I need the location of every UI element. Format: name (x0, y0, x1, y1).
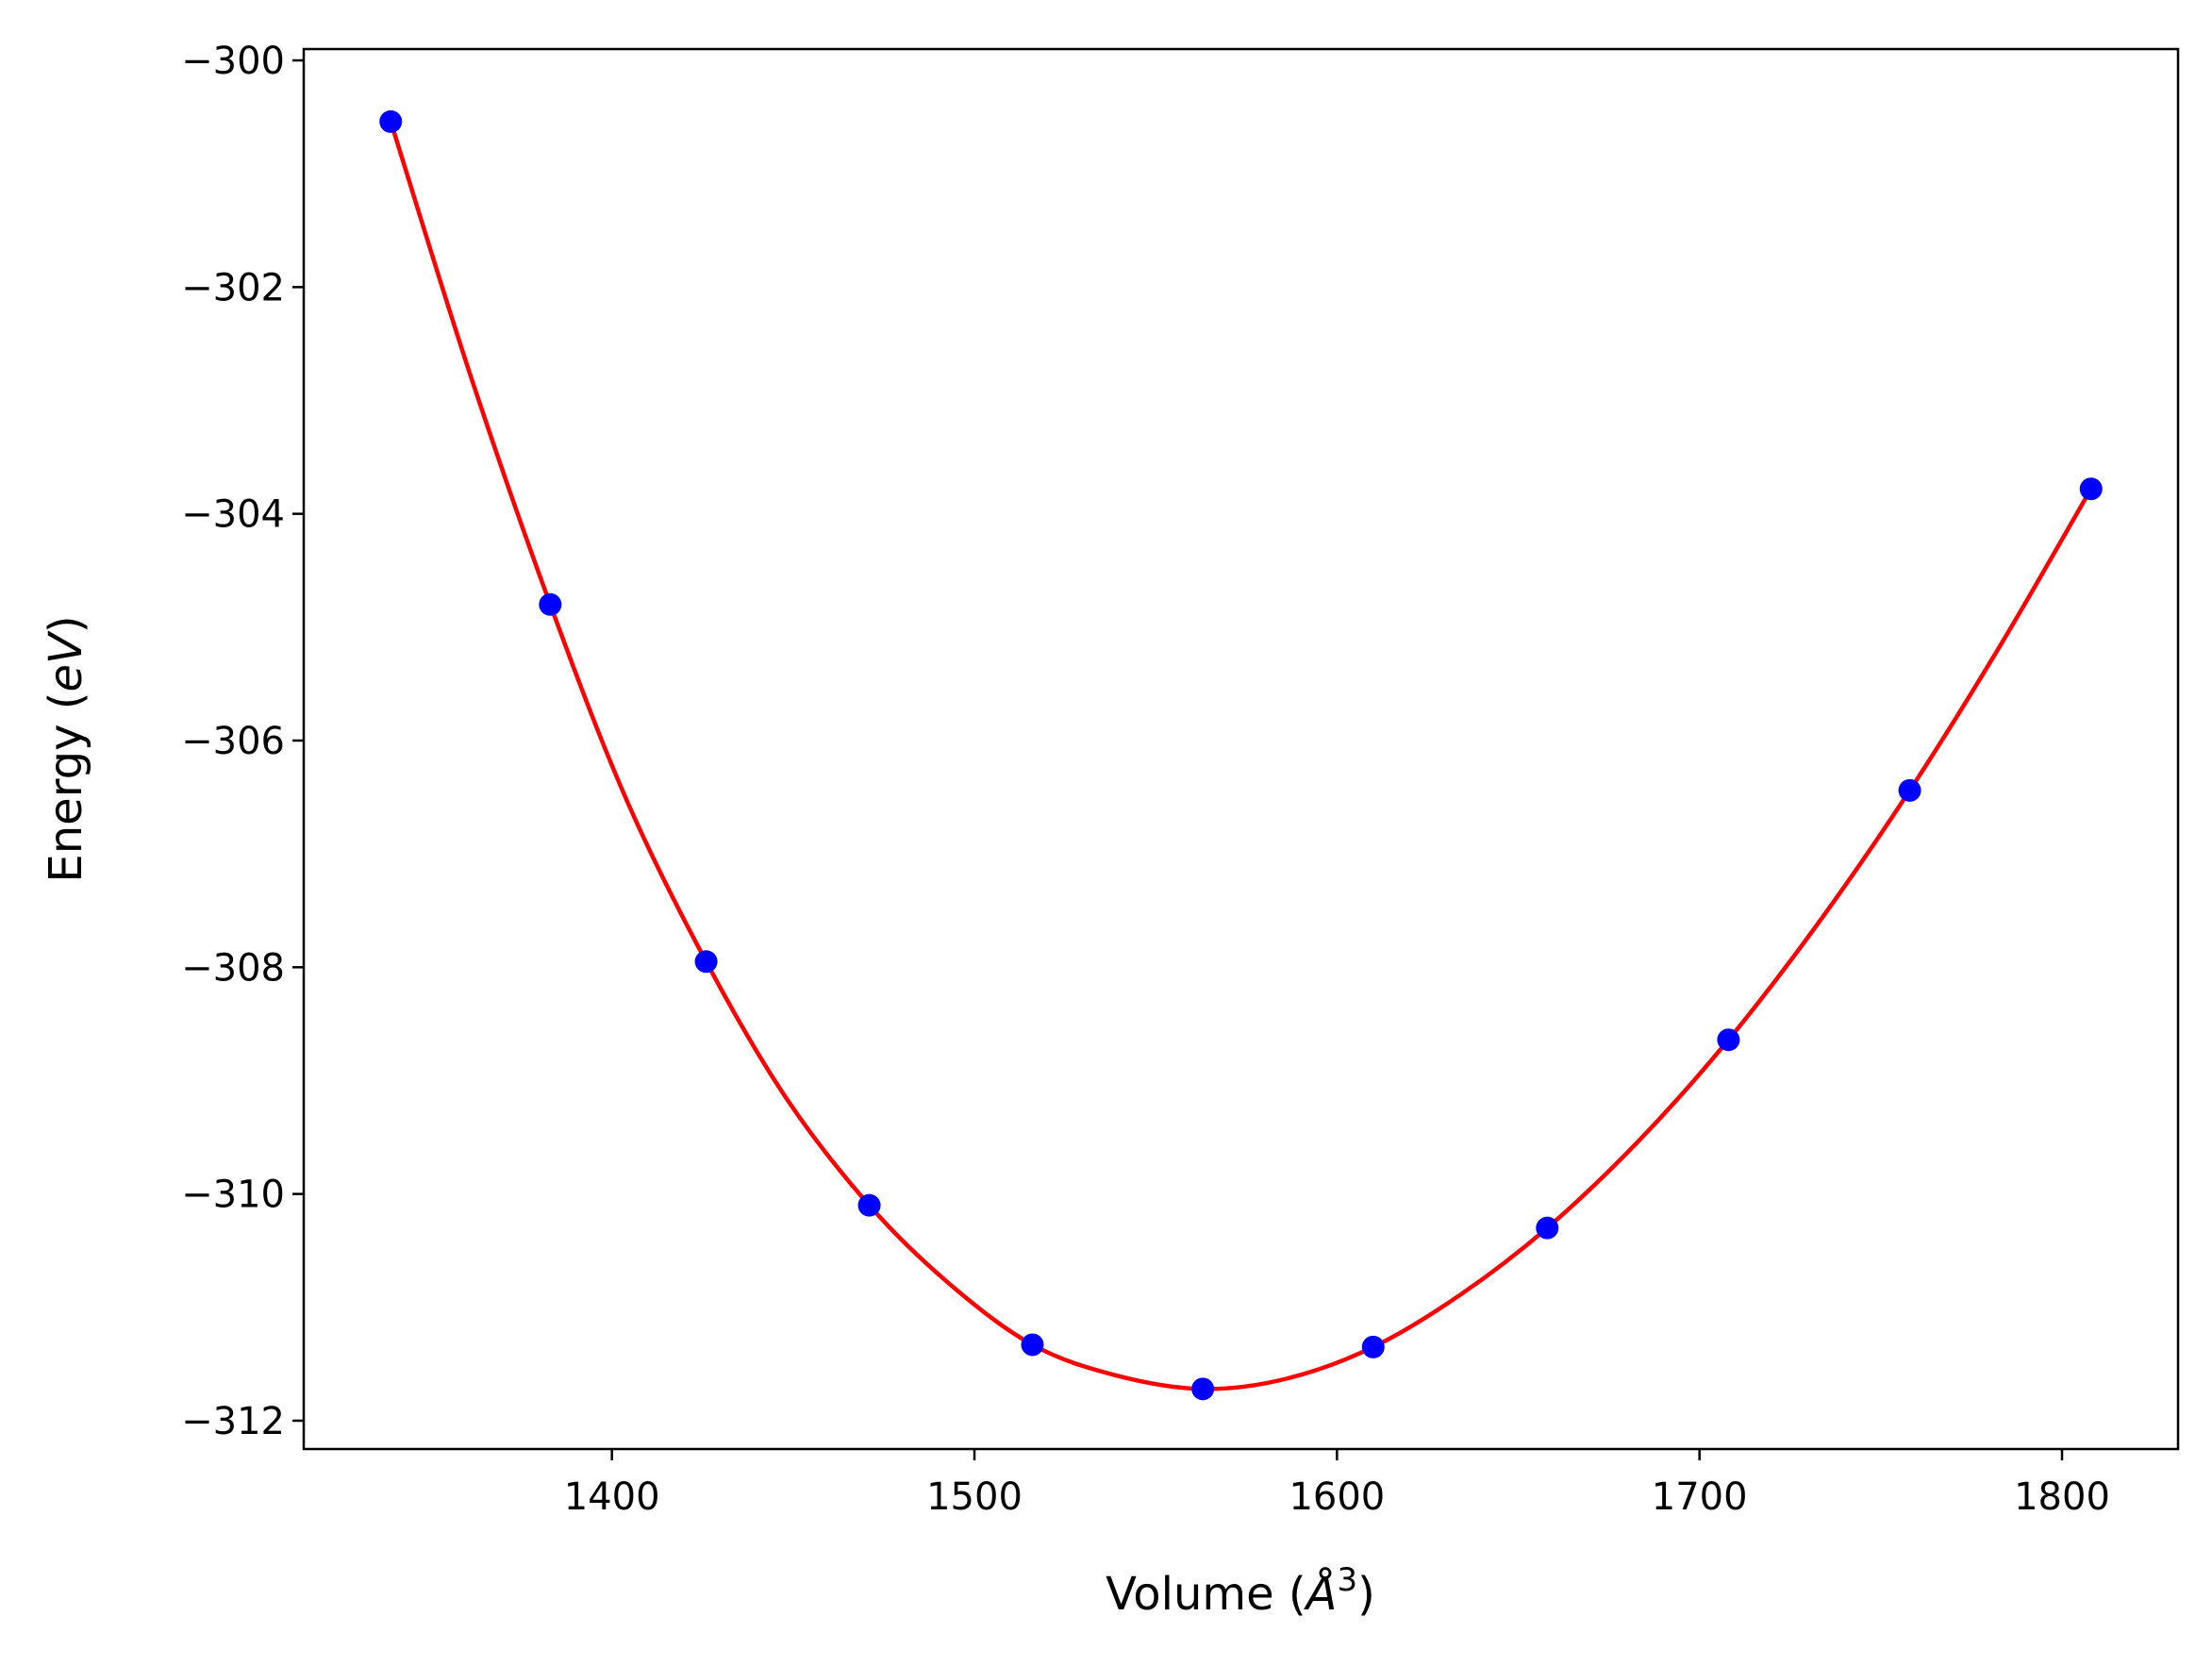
x-tick-label: 1400 (564, 1475, 660, 1519)
data-point (1361, 1335, 1385, 1358)
y-tick-label: −306 (181, 720, 285, 763)
data-point (857, 1193, 881, 1217)
x-axis-label-superscript: 3 (1337, 1561, 1357, 1599)
fit-curve-line (388, 119, 2094, 1391)
x-tick-label: 1500 (926, 1475, 1023, 1519)
x-axis-label-symbol: Å (1304, 1567, 1338, 1621)
data-point (694, 950, 718, 974)
data-point (2079, 477, 2103, 501)
plot-area (302, 47, 2180, 1451)
y-tick-label: −312 (181, 1400, 285, 1443)
x-tick-label: 1600 (1289, 1475, 1385, 1519)
fit-curve-layer (388, 119, 2094, 1391)
y-tick-label: −310 (181, 1174, 285, 1217)
data-point (379, 109, 403, 133)
x-tick-label: 1700 (1652, 1475, 1748, 1519)
y-axis-ticks: −300 −302 −304 −306 −308 −310 −312 (181, 40, 304, 1443)
data-point (1021, 1333, 1044, 1357)
y-tick-label: −308 (181, 946, 285, 990)
data-point (1536, 1216, 1559, 1240)
data-point (1191, 1377, 1215, 1401)
x-tick-label: 1800 (2014, 1475, 2110, 1519)
data-point (539, 592, 562, 616)
data-points-layer (379, 109, 2103, 1401)
y-axis-label-prefix: Energy ( (40, 692, 92, 883)
y-axis-label: Energy (eV) (40, 615, 92, 882)
y-tick-label: −302 (181, 266, 285, 309)
y-axis-label-suffix: ) (40, 615, 92, 633)
y-tick-label: −304 (181, 493, 285, 537)
y-tick-label: −300 (181, 40, 285, 83)
data-point (1717, 1028, 1740, 1052)
x-axis-ticks: 1400 1500 1600 1700 1800 (564, 1449, 2110, 1519)
data-point (1898, 778, 1921, 802)
x-axis-label: Volume (Å3) (1106, 1561, 1375, 1621)
x-axis-label-prefix: Volume ( (1106, 1568, 1306, 1621)
x-axis-label-suffix: ) (1357, 1568, 1375, 1621)
y-axis-label-symbol: eV (40, 630, 92, 692)
